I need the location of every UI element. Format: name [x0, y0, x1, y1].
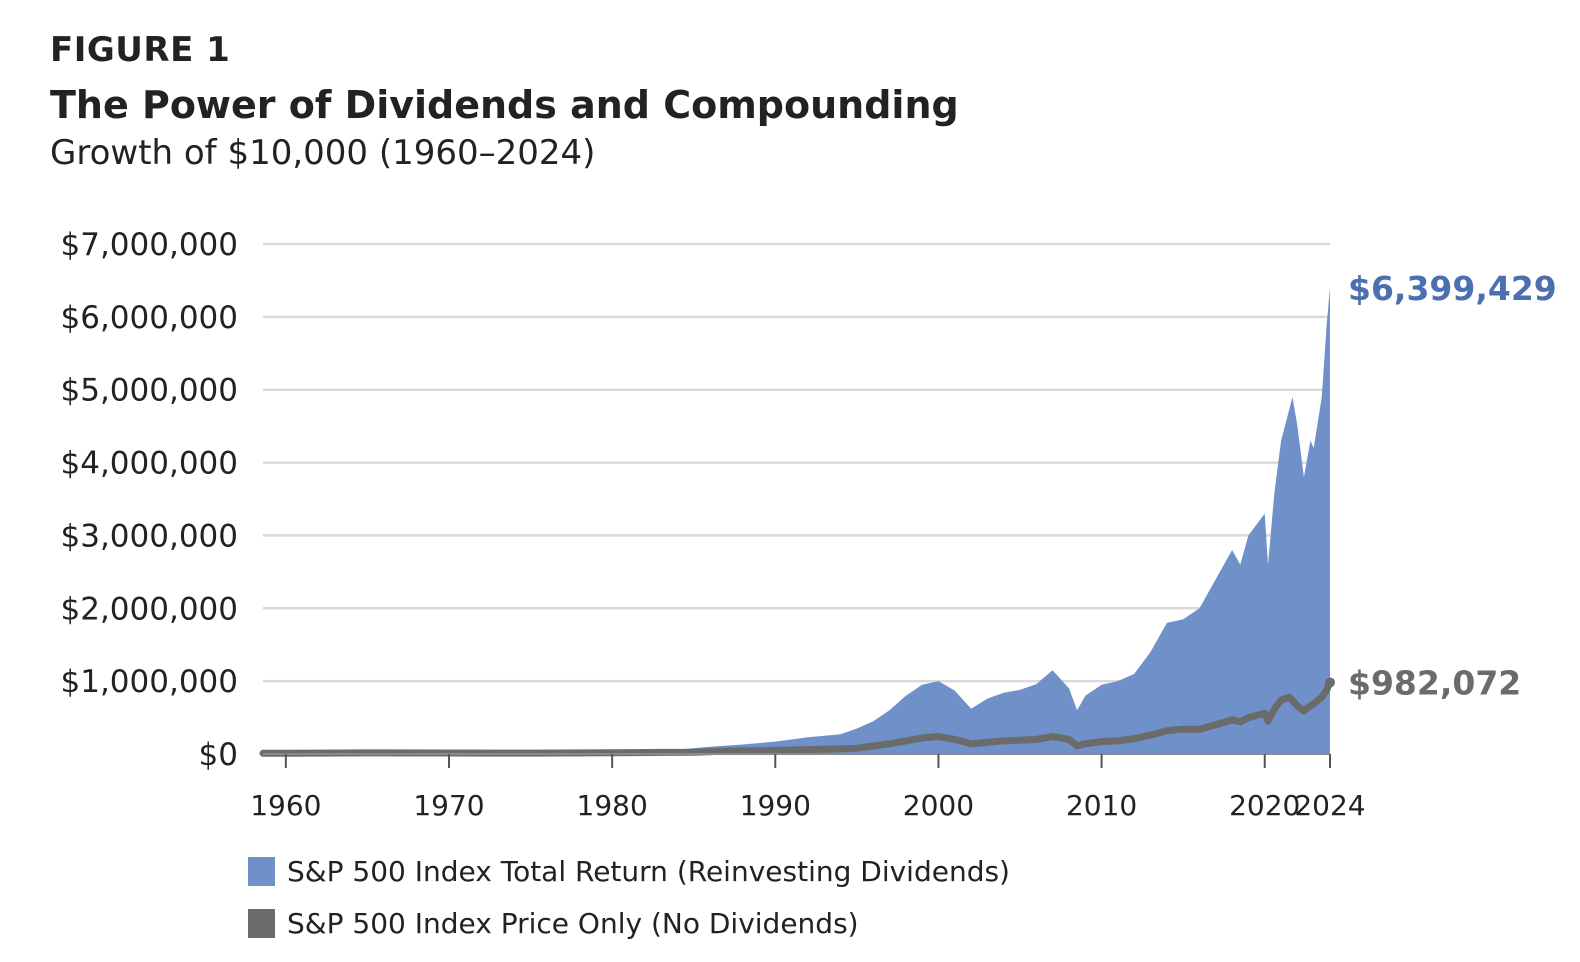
- x-tick-label: 2000: [903, 789, 974, 822]
- figure-label: FIGURE 1: [50, 30, 231, 70]
- chart-legend: S&P 500 Index Total Return (Reinvesting …: [248, 855, 1010, 959]
- x-tick-label: 2010: [1066, 789, 1137, 822]
- price-only-end-marker: [1325, 677, 1335, 688]
- chart-subtitle: Growth of $10,000 (1960–2024): [50, 133, 596, 173]
- legend-item-price-only: S&P 500 Index Price Only (No Dividends): [248, 906, 1010, 940]
- price-only-line: [259, 678, 1334, 757]
- legend-swatch-total-return: [248, 856, 275, 886]
- legend-label-total-return: S&P 500 Index Total Return (Reinvesting …: [287, 854, 1010, 888]
- x-tick-label: 1990: [740, 789, 811, 822]
- y-tick-label: $7,000,000: [61, 227, 239, 263]
- chart-title: The Power of Dividends and Compounding: [50, 83, 959, 127]
- y-tick-label: $2,000,000: [61, 591, 239, 627]
- y-tick-label: $0: [199, 737, 238, 773]
- y-tick-label: $6,000,000: [61, 300, 239, 336]
- y-tick-label: $3,000,000: [61, 518, 239, 554]
- x-tick-label: 2020: [1229, 789, 1300, 822]
- y-tick-label: $5,000,000: [61, 373, 239, 409]
- total-return-area: [263, 287, 1330, 754]
- x-tick-label: 1980: [577, 789, 648, 822]
- y-tick-label: $1,000,000: [61, 664, 239, 700]
- total-return-end-label: $6,399,429: [1348, 269, 1557, 308]
- y-tick-label: $4,000,000: [61, 446, 239, 482]
- legend-swatch-price-only: [248, 908, 275, 938]
- x-tick-label: 2024: [1294, 789, 1365, 822]
- legend-label-price-only: S&P 500 Index Price Only (No Dividends): [287, 906, 859, 940]
- legend-item-total-return: S&P 500 Index Total Return (Reinvesting …: [248, 854, 1010, 888]
- x-tick-label: 1960: [250, 789, 321, 822]
- price-only-end-label: $982,072: [1348, 663, 1521, 702]
- x-tick-label: 1970: [413, 789, 484, 822]
